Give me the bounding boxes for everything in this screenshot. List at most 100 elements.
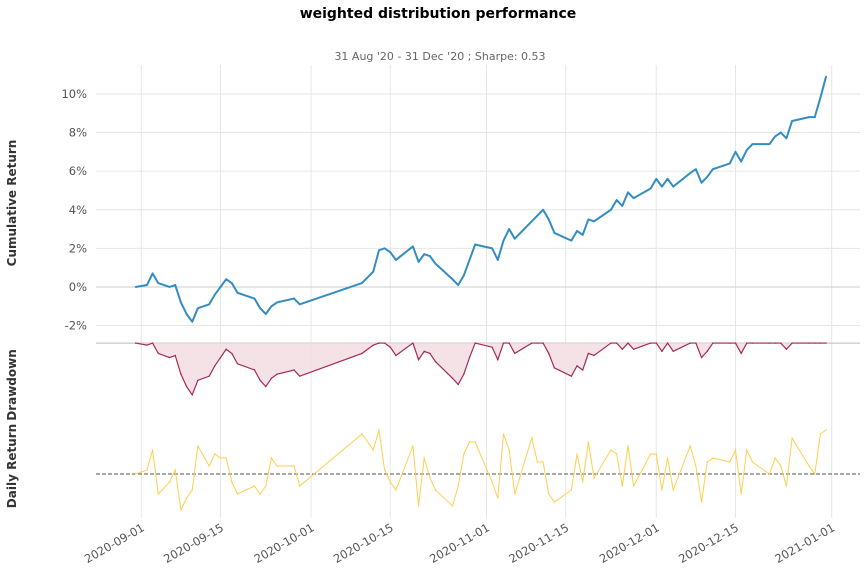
cumulative-point xyxy=(553,232,556,234)
daily-return-point xyxy=(451,505,454,507)
cumulative-point xyxy=(372,270,375,273)
daily-return-point xyxy=(632,485,635,487)
y-tick-label: 4% xyxy=(69,203,87,217)
drawdown-point xyxy=(299,375,301,377)
cumulative-point xyxy=(740,160,743,163)
cumulative-point xyxy=(621,204,624,207)
drawdown-point xyxy=(576,365,578,367)
drawdown-point xyxy=(180,373,182,375)
daily-return-point xyxy=(825,429,827,431)
drawdown-point xyxy=(791,342,793,344)
drawdown-point xyxy=(548,352,550,355)
daily-return-point xyxy=(768,473,771,475)
daily-return-point xyxy=(151,449,154,451)
daily-return-point xyxy=(253,485,256,487)
daily-return-point xyxy=(808,465,810,467)
daily-return-point xyxy=(785,485,788,487)
daily-return-point xyxy=(649,453,652,455)
cumulative-panel xyxy=(134,75,828,323)
drawdown-point xyxy=(746,342,748,344)
cumulative-point xyxy=(825,75,827,78)
drawdown-point xyxy=(785,348,788,350)
daily-return-point xyxy=(395,489,397,491)
daily-return-point xyxy=(706,461,708,463)
cumulative-point xyxy=(236,291,239,294)
daily-return-point xyxy=(468,441,471,443)
drawdown-point xyxy=(497,358,499,361)
daily-return-point xyxy=(265,485,267,487)
cumulative-point xyxy=(813,116,816,119)
drawdown-point xyxy=(632,348,635,350)
drawdown-point xyxy=(378,342,380,344)
daily-return-point xyxy=(814,473,816,475)
daily-return-point xyxy=(655,453,657,455)
cumulative-point xyxy=(462,274,465,277)
drawdown-point xyxy=(191,394,193,396)
daily-return-point xyxy=(734,449,737,451)
drawdown-point xyxy=(610,342,612,344)
daily-return-point xyxy=(661,489,663,491)
cumulative-point xyxy=(542,208,544,211)
cumulative-point xyxy=(734,150,737,153)
daily-return-point xyxy=(615,453,618,455)
y-tick-label: 2% xyxy=(69,241,87,255)
drawdown-point xyxy=(655,342,657,344)
cumulative-point xyxy=(457,284,460,286)
daily-return-panel xyxy=(96,429,860,512)
daily-return-point xyxy=(791,437,793,439)
drawdown-ylabel: Drawdown xyxy=(5,349,19,421)
daily-return-point xyxy=(474,441,476,443)
x-tick-labels: 2020-09-01 2020-09-15 2020-10-01 2020-10-15… xyxy=(82,520,837,566)
x-tick-label: 2020-11-15 xyxy=(506,520,571,566)
cumulative-point xyxy=(412,245,414,248)
drawdown-point xyxy=(768,342,771,344)
drawdown-point xyxy=(706,350,708,353)
drawdown-point xyxy=(474,342,476,344)
x-tick-label: 2020-09-01 xyxy=(82,520,147,566)
daily-return-point xyxy=(576,453,578,455)
y-tick-label: 6% xyxy=(69,164,87,178)
cumulative-point xyxy=(146,284,148,286)
drawdown-point xyxy=(174,354,176,357)
cumulative-point xyxy=(666,177,669,180)
cumulative-point xyxy=(689,172,692,174)
cumulative-point xyxy=(276,301,278,304)
cumulative-point xyxy=(361,282,363,284)
drawdown-point xyxy=(208,375,210,377)
drawdown-point xyxy=(491,346,493,348)
cumulative-point xyxy=(530,220,533,223)
daily-return-line xyxy=(135,429,827,512)
cumulative-point xyxy=(547,218,550,221)
daily-return-point xyxy=(536,461,539,463)
cumulative-point xyxy=(191,320,194,323)
drawdown-point xyxy=(581,369,584,371)
daily-return-point xyxy=(570,489,573,491)
drawdown-point xyxy=(780,342,782,344)
cumulative-point xyxy=(745,149,748,151)
drawdown-point xyxy=(825,342,827,344)
drawdown-point xyxy=(531,342,533,344)
daily-return-point xyxy=(780,465,782,467)
daily-return-point xyxy=(146,469,148,471)
drawdown-point xyxy=(774,342,776,344)
cumulative-point xyxy=(225,278,228,281)
daily-return-point xyxy=(197,445,199,447)
cumulative-point xyxy=(196,307,199,310)
drawdown-point xyxy=(412,342,414,344)
daily-return-point xyxy=(712,457,714,459)
x-tick-label: 2020-11-01 xyxy=(427,520,492,566)
daily-return-point xyxy=(378,429,380,431)
daily-return-point xyxy=(548,493,550,495)
drawdown-point xyxy=(372,344,375,346)
drawdown-point xyxy=(814,342,816,344)
drawdown-point xyxy=(542,342,544,344)
cumulative-point xyxy=(378,249,380,252)
drawdown-point xyxy=(808,342,810,344)
cumulative-point xyxy=(615,199,618,202)
daily-return-point xyxy=(581,481,584,483)
cumulative-point xyxy=(779,131,782,134)
drawdown-point xyxy=(146,344,148,346)
drawdown-point xyxy=(389,346,391,348)
drawdown-point xyxy=(231,352,233,355)
